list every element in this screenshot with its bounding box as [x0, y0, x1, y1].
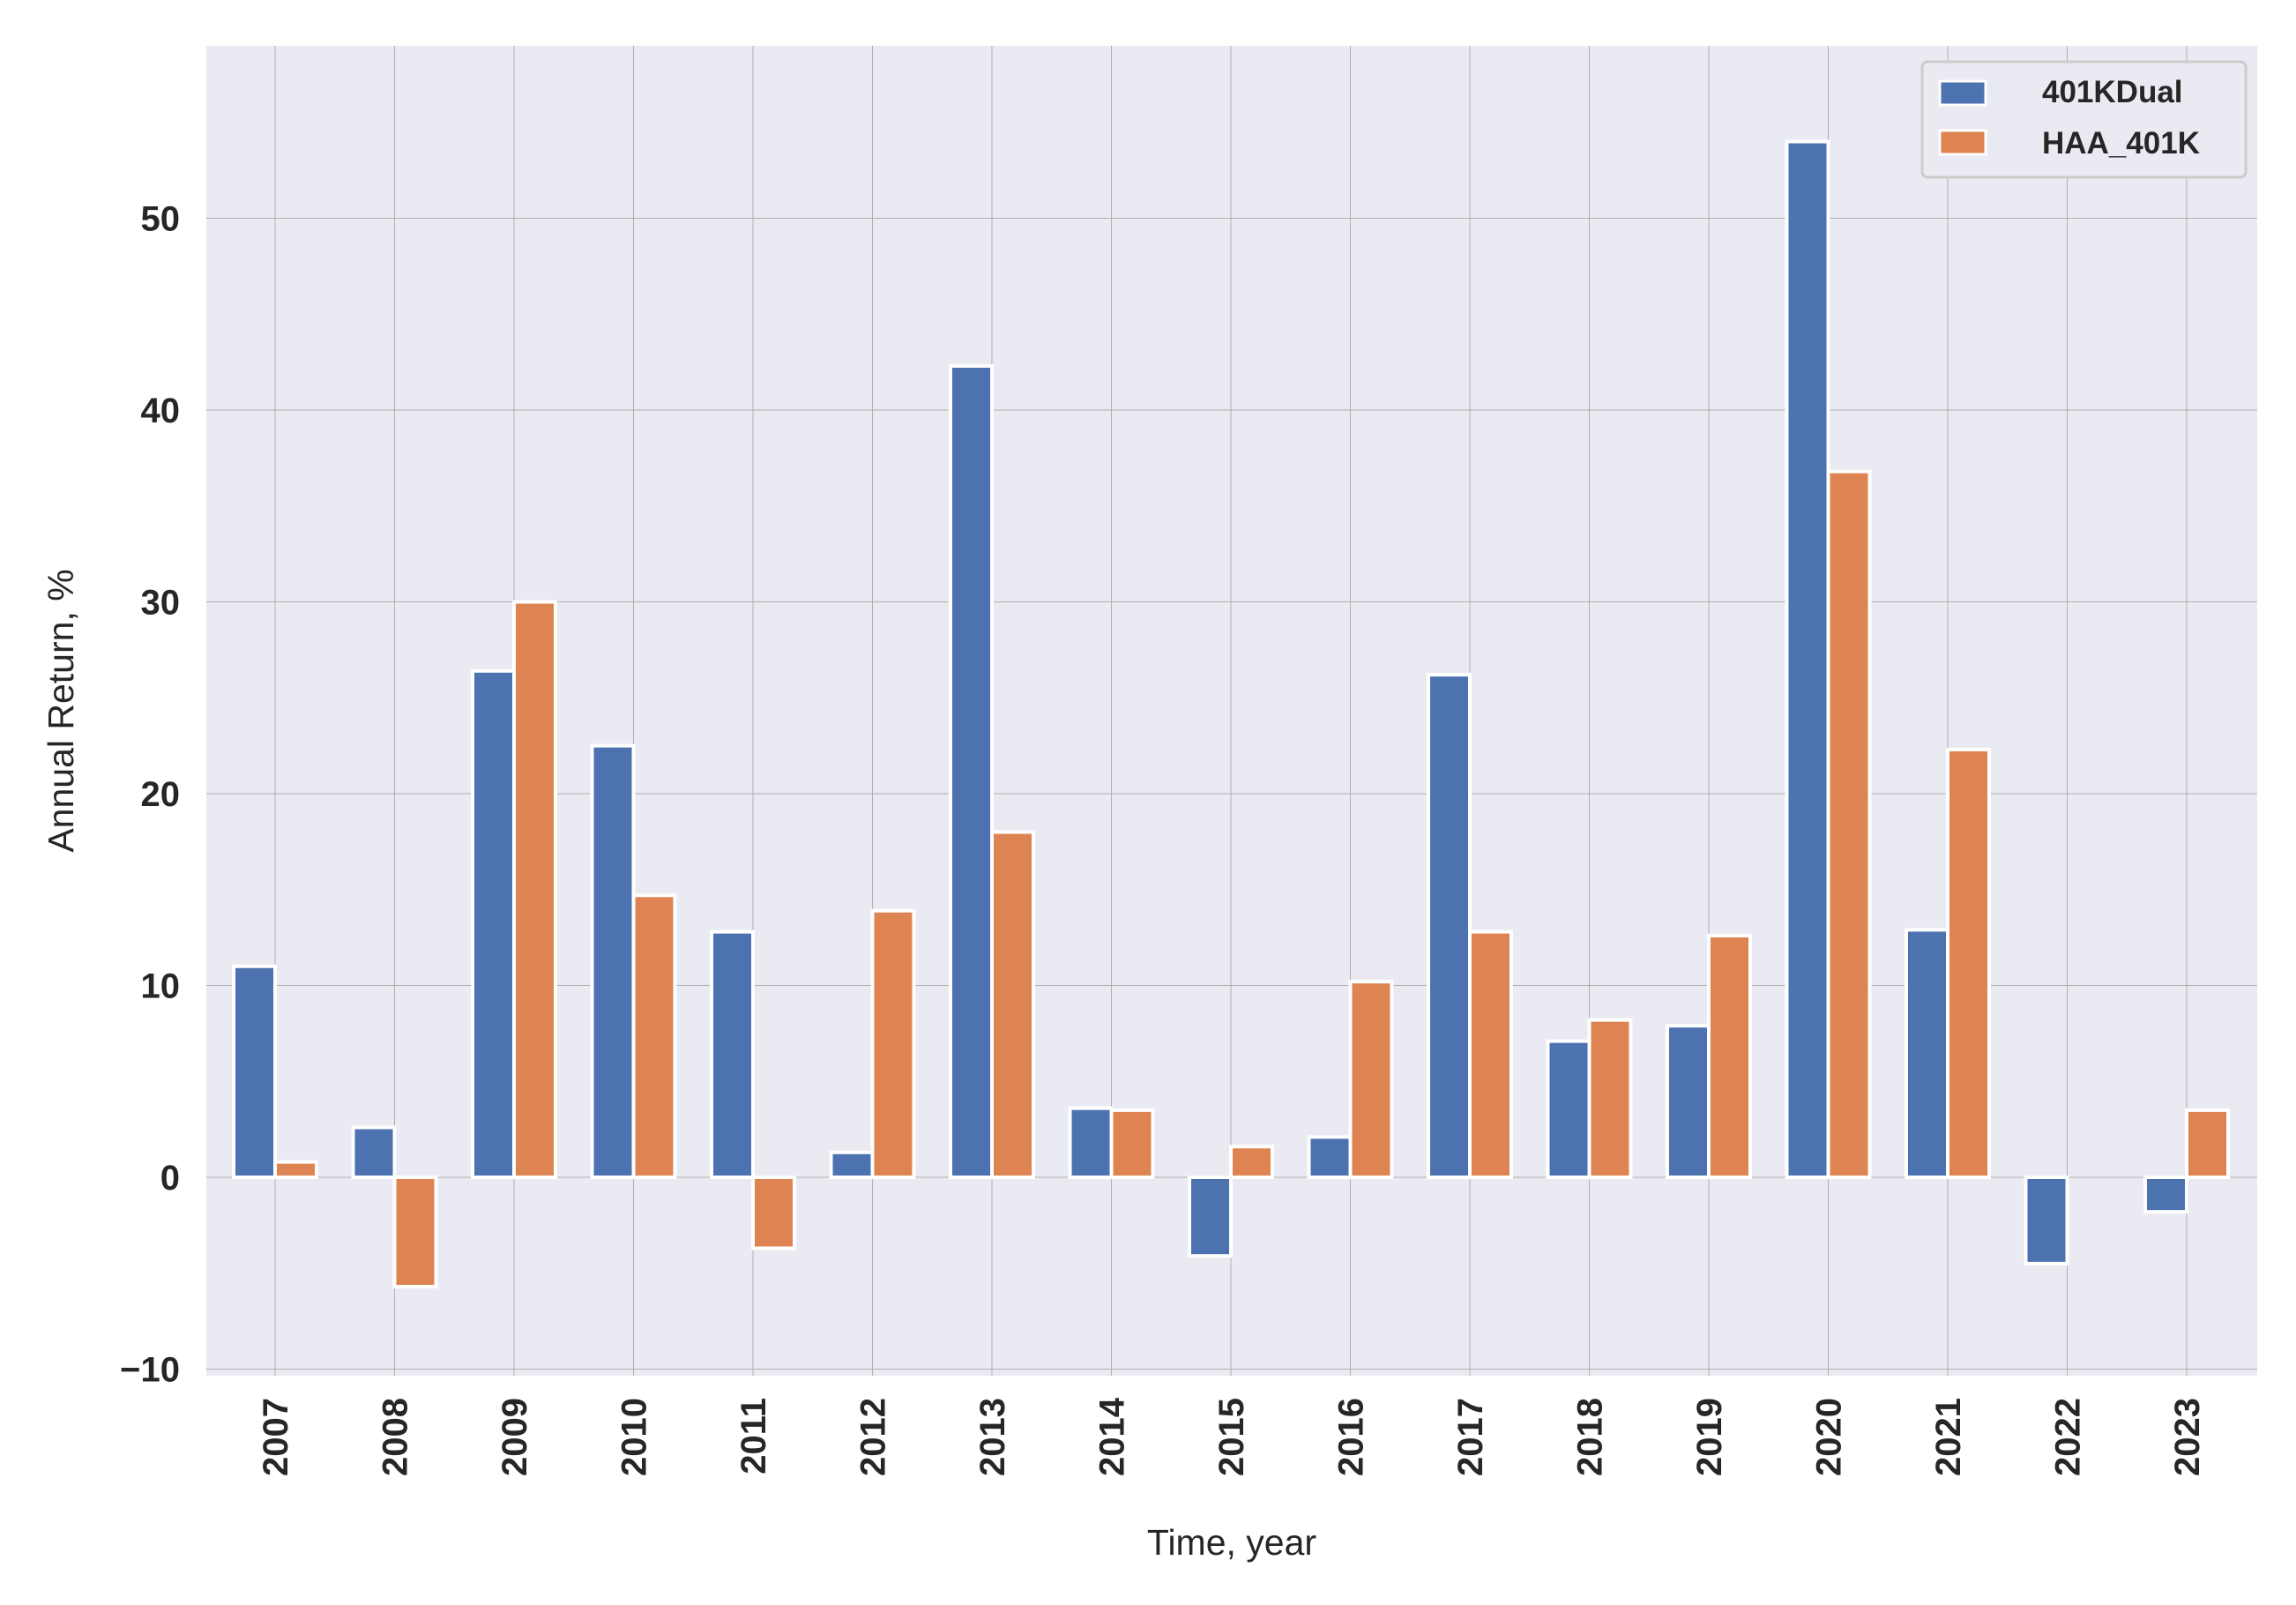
bar-haa-401k-2023: [2185, 1108, 2230, 1179]
y-axis-label: Annual Return, %: [41, 569, 81, 852]
legend-swatch-haa-401k: [1938, 129, 1987, 156]
y-tick-label: 10: [141, 967, 181, 1006]
bar-401kdual-2017: [1427, 673, 1472, 1179]
x-tick-label: 2019: [1690, 1398, 1729, 1476]
x-tick-label: 2012: [854, 1398, 893, 1476]
bar-haa-401k-2021: [1946, 747, 1991, 1179]
bar-401kdual-2019: [1666, 1024, 1711, 1180]
bar-haa-401k-2019: [1707, 933, 1752, 1179]
bar-haa-401k-2012: [870, 908, 916, 1180]
bar-haa-401k-2014: [1109, 1108, 1155, 1179]
bar-401kdual-2011: [710, 929, 755, 1179]
x-tick-label: 2023: [2168, 1398, 2207, 1476]
bar-401kdual-2021: [1905, 928, 1949, 1180]
bar-401kdual-2013: [949, 363, 994, 1180]
bar-401kdual-2014: [1068, 1106, 1114, 1179]
bar-haa-401k-2017: [1468, 929, 1513, 1179]
bar-haa-401k-2008: [392, 1176, 438, 1288]
bar-401kdual-2008: [351, 1125, 397, 1179]
x-tick-label: 2010: [615, 1398, 654, 1476]
bar-haa-401k-2009: [512, 600, 557, 1179]
x-tick-label: 2022: [2049, 1398, 2088, 1476]
bar-401kdual-2012: [829, 1150, 875, 1179]
bar-haa-401k-2020: [1826, 469, 1872, 1179]
bar-haa-401k-2011: [751, 1176, 796, 1250]
bar-401kdual-2016: [1307, 1135, 1353, 1179]
legend-swatch-401kdual: [1938, 79, 1987, 107]
x-tick-label: 2014: [1093, 1397, 1132, 1476]
bar-haa-401k-2010: [631, 893, 677, 1180]
x-tick-label: 2018: [1571, 1398, 1610, 1476]
bar-401kdual-2015: [1188, 1176, 1233, 1258]
x-axis-label: Time, year: [1147, 1522, 1316, 1563]
bar-haa-401k-2013: [990, 830, 1035, 1179]
y-tick-label: 20: [141, 775, 181, 814]
legend-frame: [1920, 60, 2248, 179]
x-tick-label: 2020: [1810, 1398, 1849, 1476]
bar-haa-401k-2016: [1348, 980, 1394, 1180]
y-tick-label: 0: [160, 1159, 180, 1198]
bar-401kdual-2009: [471, 668, 516, 1179]
y-tick-label: 50: [141, 200, 181, 239]
bars: [232, 139, 2230, 1288]
legend: 401KDual HAA_401K: [1920, 60, 2248, 179]
bar-401kdual-2018: [1546, 1039, 1592, 1179]
x-tick-label: 2007: [257, 1398, 295, 1476]
bar-401kdual-2010: [590, 743, 636, 1179]
y-tick-label: −10: [120, 1351, 180, 1390]
x-tick-label: 2017: [1451, 1398, 1490, 1476]
bar-401kdual-2023: [2143, 1176, 2188, 1214]
x-tick-label: 2021: [1929, 1398, 1968, 1476]
bar-haa-401k-2015: [1229, 1145, 1274, 1179]
y-tick-label: 30: [141, 584, 181, 623]
bar-401kdual-2020: [1785, 139, 1830, 1179]
y-tick-label: 40: [141, 392, 181, 430]
x-tick-label: 2013: [973, 1398, 1012, 1476]
x-tick-label: 2009: [496, 1398, 534, 1476]
y-tick-labels: −10 0 10 20 30 40 50: [120, 200, 180, 1390]
bar-401kdual-2007: [232, 964, 277, 1179]
x-tick-label: 2015: [1212, 1398, 1251, 1476]
x-tick-label: 2011: [734, 1398, 773, 1474]
x-tick-label: 2016: [1332, 1398, 1371, 1476]
x-tick-label: 2008: [376, 1398, 415, 1476]
x-tick-labels: 2007 2008 2009 2010 2011 2012 2013 2014 2015 2016…: [257, 1397, 2207, 1476]
bar-401kdual-2022: [2024, 1176, 2069, 1265]
legend-label-401kdual: 401KDual: [2042, 75, 2183, 109]
bar-haa-401k-2018: [1587, 1018, 1633, 1180]
legend-label-haa-401k: HAA_401K: [2042, 126, 2200, 160]
bar-haa-401k-2007: [273, 1160, 318, 1179]
